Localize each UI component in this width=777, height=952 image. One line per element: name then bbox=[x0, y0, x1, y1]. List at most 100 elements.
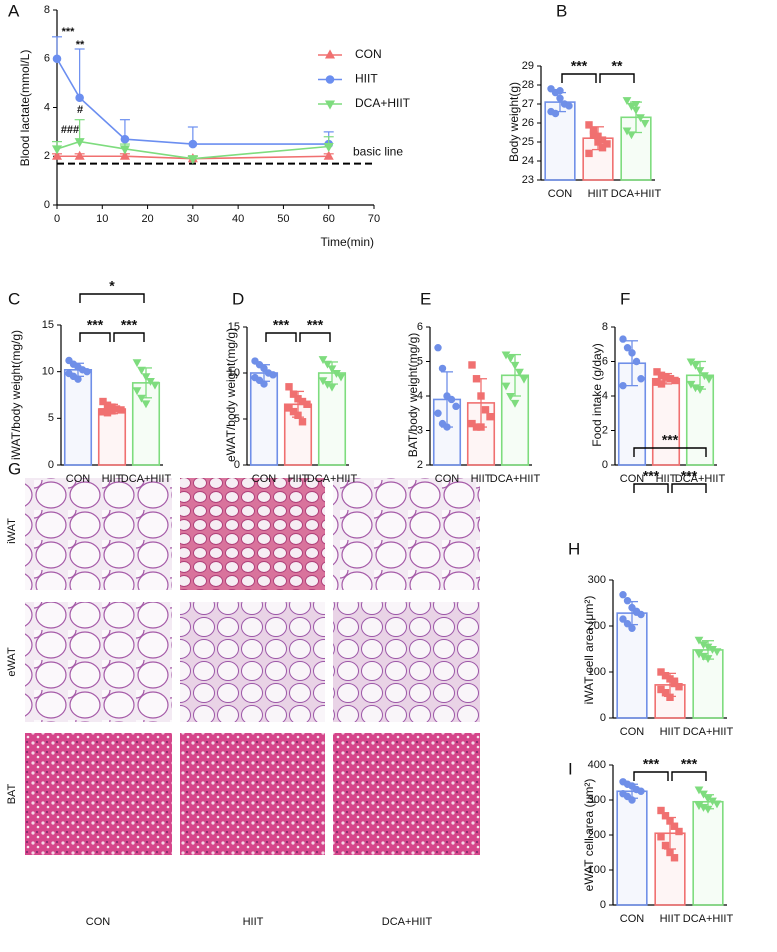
marker bbox=[481, 406, 490, 414]
y-axis-label: BAT/body weight(mg/g) bbox=[406, 333, 420, 458]
marker bbox=[486, 413, 494, 421]
marker bbox=[640, 119, 650, 128]
y-tick-label: 27 bbox=[522, 98, 534, 110]
x-tick-label: 70 bbox=[368, 213, 380, 225]
y-tick-label: 4 bbox=[417, 390, 423, 402]
marker bbox=[585, 149, 593, 158]
marker bbox=[585, 121, 593, 129]
panel-letter: H bbox=[568, 539, 580, 558]
significance-label: *** bbox=[662, 432, 679, 448]
marker bbox=[510, 399, 520, 408]
x-tick-label: DCA+HIIT bbox=[121, 473, 172, 485]
y-axis-label: Food intake (g/day) bbox=[590, 343, 604, 446]
marker bbox=[75, 93, 84, 103]
y-tick-label: 100 bbox=[588, 666, 606, 678]
y-tick-label: 15 bbox=[228, 321, 240, 333]
y-tick-label: 0 bbox=[234, 459, 240, 471]
annotation: ### bbox=[61, 124, 79, 136]
marker bbox=[556, 87, 564, 95]
significance-label: *** bbox=[681, 756, 698, 772]
marker bbox=[285, 383, 293, 391]
row-label: eWAT bbox=[6, 647, 18, 677]
x-tick-label: 30 bbox=[187, 213, 199, 225]
row-label: BAT bbox=[6, 783, 18, 804]
y-axis-label: eWAT cell area (μm²) bbox=[582, 779, 596, 892]
marker bbox=[327, 365, 337, 374]
bar bbox=[616, 790, 648, 906]
marker bbox=[589, 130, 598, 139]
y-tick-label: 0 bbox=[48, 459, 54, 471]
y-tick-label: 2 bbox=[417, 459, 423, 471]
marker bbox=[324, 100, 336, 110]
y-tick-label: 5 bbox=[417, 355, 423, 367]
x-tick-label: CON bbox=[620, 726, 645, 738]
histology-image bbox=[333, 602, 480, 722]
panel-letter: D bbox=[232, 289, 244, 308]
y-tick-label: 2 bbox=[44, 150, 50, 162]
annotation: *** bbox=[62, 26, 76, 38]
marker bbox=[594, 138, 602, 146]
marker bbox=[141, 400, 151, 409]
y-tick-label: 200 bbox=[588, 620, 606, 632]
marker bbox=[519, 375, 529, 384]
x-tick-label: DCA+HIIT bbox=[490, 473, 541, 485]
marker bbox=[137, 394, 146, 403]
panel-letter: G bbox=[8, 459, 21, 478]
marker bbox=[670, 822, 679, 830]
marker bbox=[51, 150, 63, 160]
y-tick-label: 24 bbox=[522, 155, 534, 167]
legend-label: DCA+HIIT bbox=[355, 96, 411, 110]
significance-bracket bbox=[671, 483, 707, 493]
significance-bracket bbox=[633, 771, 669, 781]
marker bbox=[83, 367, 91, 376]
marker bbox=[477, 392, 485, 400]
y-tick-label: 0 bbox=[44, 199, 50, 211]
marker bbox=[132, 387, 142, 396]
marker bbox=[318, 356, 328, 365]
marker bbox=[632, 357, 641, 366]
y-tick-label: 8 bbox=[602, 321, 608, 333]
marker bbox=[336, 373, 346, 382]
marker bbox=[501, 382, 511, 391]
significance-bracket bbox=[561, 73, 597, 83]
y-tick-label: 15 bbox=[42, 319, 54, 331]
histology-image bbox=[180, 733, 325, 855]
y-tick-label: 2 bbox=[602, 424, 608, 436]
marker bbox=[120, 134, 130, 144]
x-tick-label: DCA+HIIT bbox=[307, 473, 358, 485]
significance-bracket bbox=[79, 332, 111, 342]
marker bbox=[74, 138, 85, 148]
significance-label: ** bbox=[612, 58, 623, 74]
y-tick-label: 25 bbox=[522, 136, 534, 148]
panel-letter: F bbox=[620, 289, 630, 308]
y-axis-label: iWAT/body weight(mg/g) bbox=[9, 330, 23, 460]
marker bbox=[628, 349, 636, 357]
legend-label: HIIT bbox=[355, 72, 378, 86]
significance-bracket bbox=[633, 447, 707, 457]
marker bbox=[712, 800, 722, 809]
marker bbox=[628, 796, 636, 804]
significance-bracket bbox=[299, 332, 331, 342]
significance-bracket bbox=[265, 332, 297, 342]
y-tick-label: 26 bbox=[522, 117, 534, 129]
marker bbox=[443, 423, 451, 431]
x-tick-label: CON bbox=[620, 473, 645, 485]
significance-bracket bbox=[633, 483, 669, 493]
bar bbox=[692, 800, 724, 906]
marker bbox=[661, 689, 670, 697]
marker bbox=[119, 150, 130, 160]
y-tick-label: 10 bbox=[42, 366, 54, 378]
marker bbox=[323, 150, 334, 160]
x-tick-label: 60 bbox=[323, 213, 335, 225]
panel-letter: E bbox=[420, 289, 431, 308]
x-tick-label: DCA+HIIT bbox=[683, 726, 734, 738]
marker bbox=[712, 648, 722, 657]
marker bbox=[447, 395, 456, 404]
marker bbox=[188, 139, 198, 149]
significance-label: *** bbox=[87, 317, 104, 333]
marker bbox=[132, 359, 142, 368]
y-tick-label: 5 bbox=[48, 412, 54, 424]
marker bbox=[622, 127, 632, 136]
marker bbox=[556, 94, 564, 103]
